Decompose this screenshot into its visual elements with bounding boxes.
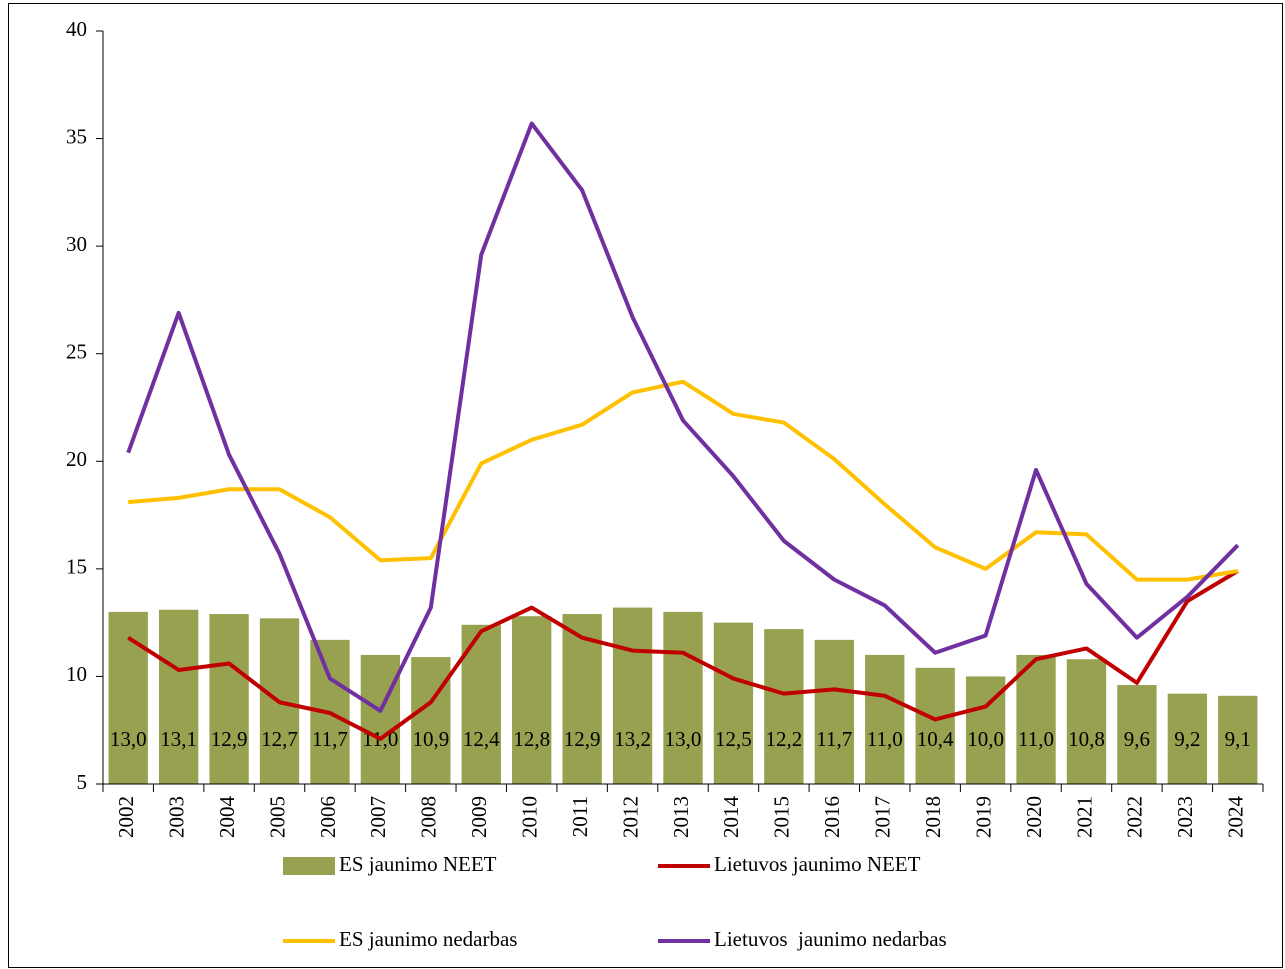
data-label: 9,2 [1174,727,1200,751]
data-label: 11,0 [1018,727,1054,751]
x-tick-label: 2019 [971,796,995,838]
bar [764,629,804,784]
data-label: 11,7 [312,727,348,751]
bar [512,616,552,784]
data-label: 13,2 [614,727,651,751]
x-tick-label: 2002 [114,796,138,838]
x-tick-label: 2017 [871,796,895,838]
x-tick-label: 2009 [467,796,491,838]
x-tick-label: 2012 [618,796,642,838]
x-tick-label: 2013 [669,796,693,838]
bar [814,639,854,784]
x-tick-label: 2008 [417,796,441,838]
x-tick-label: 2006 [316,796,340,838]
x-tick-label: 2004 [215,796,239,839]
bar [411,657,451,784]
y-tick-label: 35 [66,124,87,148]
bar [612,607,653,784]
data-label: 12,9 [564,727,601,751]
x-tick-label: 2016 [820,796,844,838]
data-label: 12,9 [211,727,248,751]
data-label: 11,0 [867,727,903,751]
data-label: 9,6 [1124,727,1150,751]
x-tick-label: 2022 [1123,796,1147,838]
y-tick-label: 30 [66,232,87,256]
bar [1218,695,1258,784]
data-label: 10,4 [917,727,954,751]
y-tick-label: 25 [66,340,87,364]
x-tick-label: 2020 [1022,796,1046,838]
data-label: 12,7 [261,727,298,751]
y-tick-label: 40 [66,17,87,41]
bar [209,614,249,784]
x-tick-label: 2023 [1173,796,1197,838]
data-label: 12,8 [513,727,550,751]
bar [1016,654,1056,784]
bar [1117,685,1157,784]
y-tick-label: 15 [66,555,87,579]
data-label: 12,5 [715,727,752,751]
bar [915,667,955,784]
x-tick-label: 2003 [164,796,188,838]
data-label: 13,0 [665,727,702,751]
legend-label: Lietuvos jaunimo nedarbas [714,927,947,951]
data-label: 10,8 [1068,727,1105,751]
data-label: 13,1 [160,727,197,751]
x-tick-label: 2007 [366,796,390,838]
bar [108,611,148,784]
x-tick-label: 2018 [921,796,945,838]
line [127,569,1239,741]
x-tick-label: 2024 [1224,796,1248,839]
x-tick-label: 2010 [518,796,542,838]
x-tick-label: 2005 [265,796,289,838]
legend-label: ES jaunimo NEET [339,852,497,876]
x-tick-label: 2021 [1072,796,1096,838]
bar [663,611,703,784]
legend-label: Lietuvos jaunimo NEET [714,852,921,876]
data-label: 12,2 [765,727,802,751]
legend-swatch [283,857,335,875]
bar [360,654,401,784]
x-tick-label: 2015 [770,796,794,838]
line [126,121,1240,713]
line [128,379,1239,582]
data-label: 10,9 [412,727,449,751]
data-label: 13,0 [110,727,147,751]
bar [713,622,754,784]
bar [1066,659,1107,784]
x-tick-label: 2014 [719,796,743,839]
data-label: 12,4 [463,727,500,751]
data-label: 10,0 [967,727,1004,751]
legend-label: ES jaunimo nedarbas [339,927,517,951]
bar [158,609,199,784]
y-tick-label: 10 [66,662,87,686]
x-tick-label: 2011 [568,796,592,837]
bar [1167,693,1208,784]
y-tick-label: 20 [66,447,87,471]
chart-frame [8,3,1283,968]
y-tick-label: 5 [77,770,88,794]
data-label: 9,1 [1225,727,1251,751]
data-label: 11,7 [816,727,852,751]
bar [865,654,905,784]
